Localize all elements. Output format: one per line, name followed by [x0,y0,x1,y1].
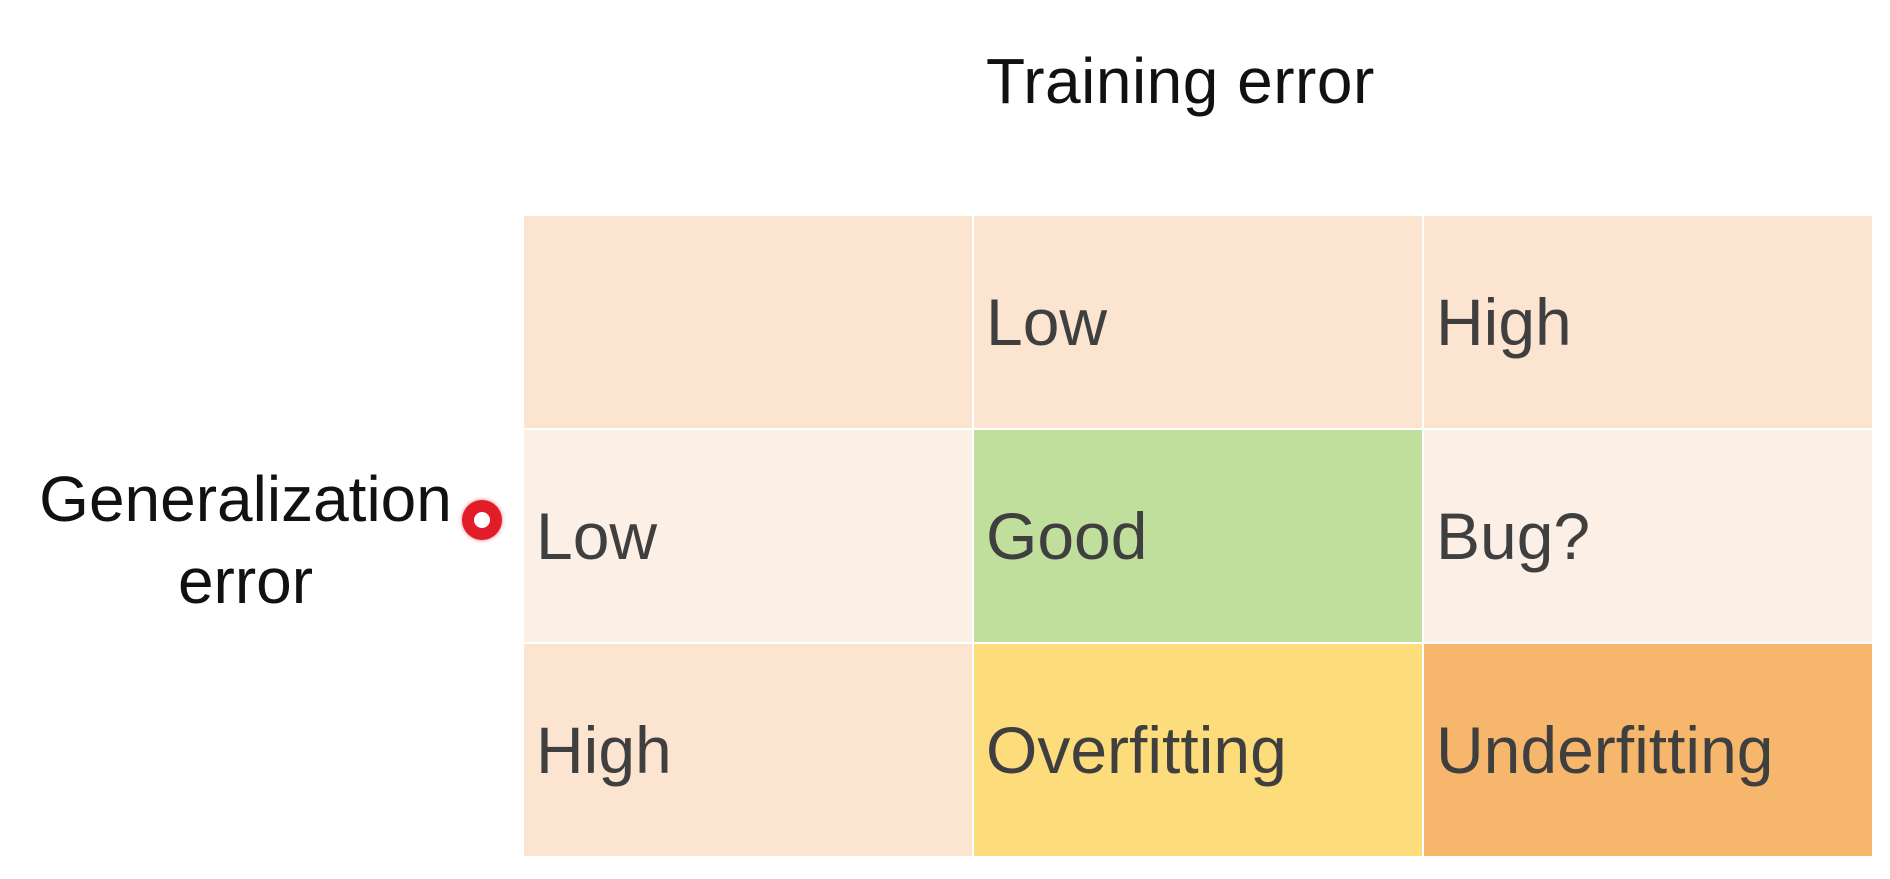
column-axis-title: Training error [986,45,1375,117]
outcome-cell-good: Good [974,430,1422,642]
row-axis-title: Generalization error [18,458,473,622]
error-matrix: Low High Low Good Bug? High Overfitting … [524,216,1872,856]
row-header-high: High [524,644,972,856]
column-header-low: Low [974,216,1422,428]
cell-label: Good [986,499,1148,573]
outcome-cell-overfitting: Overfitting [974,644,1422,856]
cell-label: Low [986,285,1108,359]
outcome-cell-bug: Bug? [1424,430,1872,642]
cell-label: Low [536,499,658,573]
matrix-corner-cell [524,216,972,428]
row-header-low: Low [524,430,972,642]
row-axis-title-line-1: Generalization [39,463,452,535]
cell-label: High [536,713,672,787]
column-header-high: High [1424,216,1872,428]
cell-label: Underfitting [1436,713,1774,787]
cell-label: Bug? [1436,499,1591,573]
cell-label: High [1436,285,1572,359]
outcome-cell-underfitting: Underfitting [1424,644,1872,856]
pointer-cursor-icon [462,500,502,540]
row-axis-title-line-2: error [177,545,314,617]
cell-label: Overfitting [986,713,1287,787]
